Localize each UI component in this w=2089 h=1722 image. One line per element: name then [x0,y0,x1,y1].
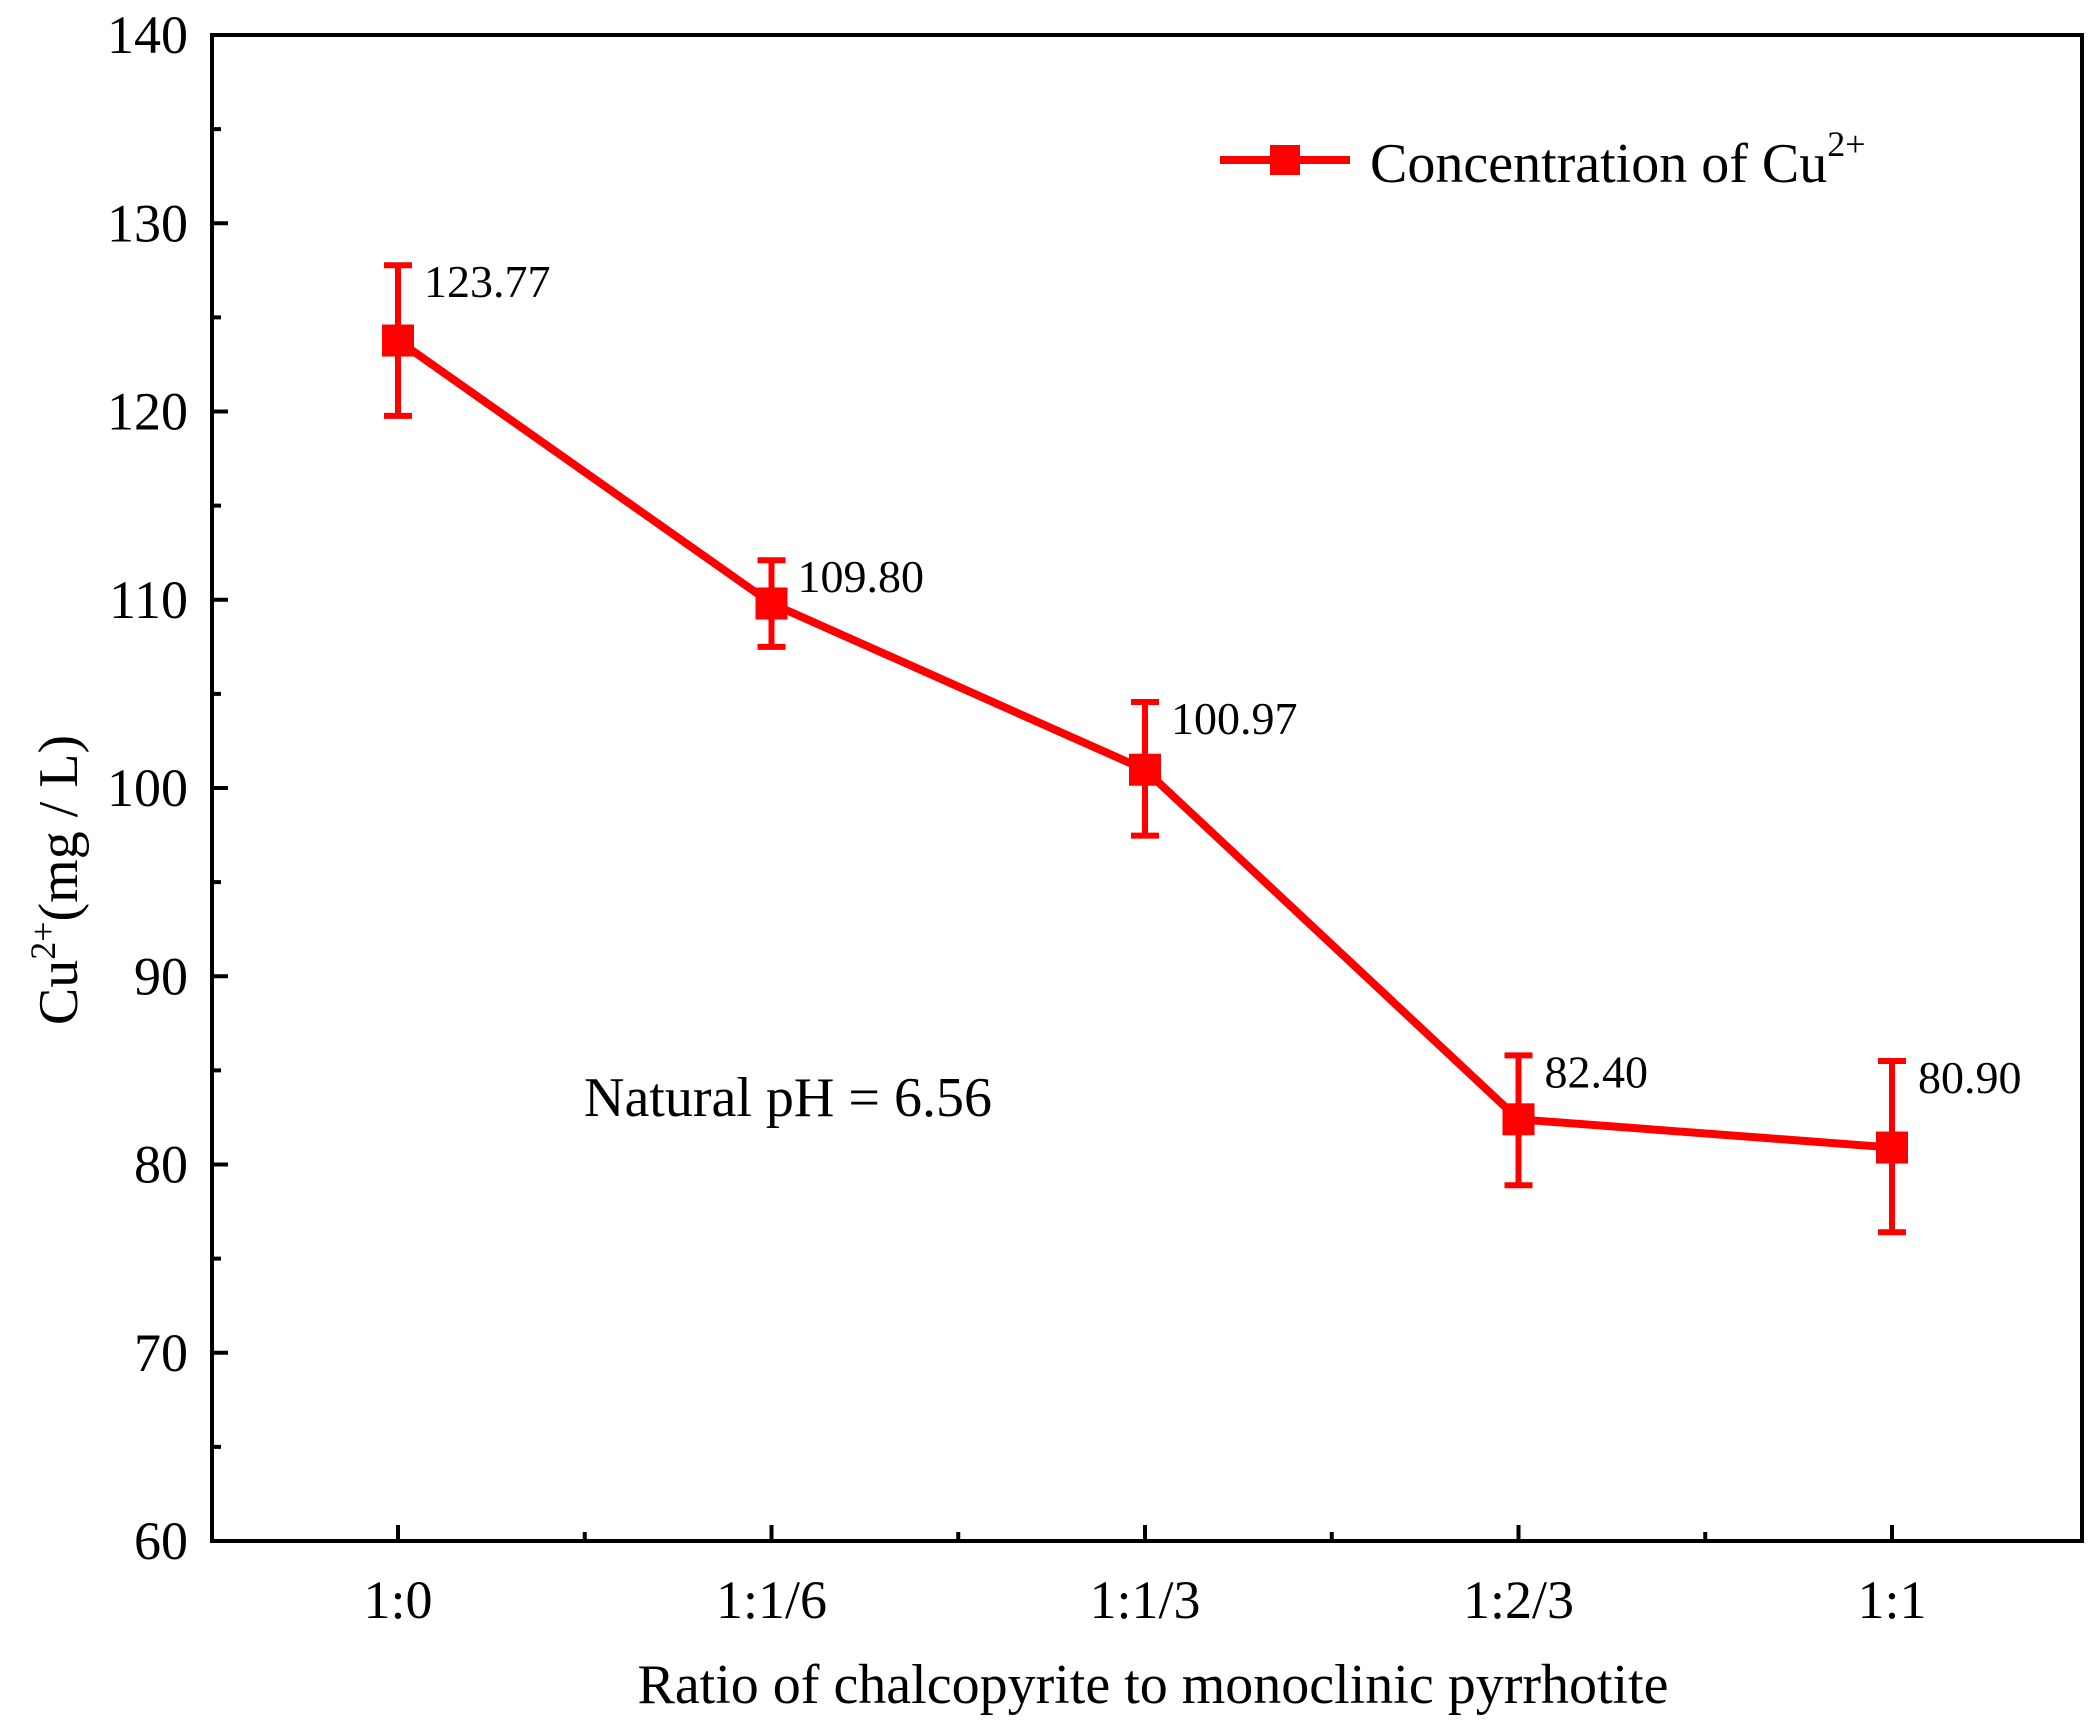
y-tick-label: 70 [134,1323,188,1383]
x-tick-label: 1:1/3 [1089,1570,1200,1630]
legend-marker-swatch [1270,145,1300,175]
data-point: 82.40 [1502,1046,1649,1189]
y-tick-label: 110 [109,570,188,630]
ticks: 60 70 80 90 100 110 120 130 140 1:0 1:1/6 1:1/3 1:2/… [107,5,1927,1630]
y-tick-label: 120 [107,382,188,442]
legend: Concentration of Cu2+ [1220,124,1866,195]
x-tick-label: 1:2/3 [1463,1570,1574,1630]
legend-label: Concentration of Cu2+ [1370,124,1866,195]
x-tick-label: 1:1/6 [716,1570,827,1630]
data-label: 100.97 [1171,693,1298,744]
ph-annotation: Natural pH = 6.56 [584,1067,992,1129]
y-tick-label: 130 [107,193,188,253]
y-tick-label: 60 [134,1511,188,1571]
data-marker [1502,1103,1535,1136]
data-marker [755,587,788,620]
x-tick-label: 1:1 [1857,1570,1926,1630]
y-axis-title-superscript: 2+ [23,921,63,959]
data-label: 109.80 [798,551,925,602]
data-point: 109.80 [755,551,925,650]
data-marker [1129,753,1161,786]
legend-label-main: Concentration of Cu [1370,133,1827,195]
data-label: 123.77 [424,256,551,307]
data-point: 100.97 [1129,693,1298,839]
y-tick-label: 90 [134,946,188,1006]
y-axis-title-unit: (mg / L) [28,735,90,922]
y-axis-title: Cu2+(mg / L) [23,735,90,1025]
data-marker [1876,1131,1908,1164]
data-marker [382,324,414,357]
data-point: 80.90 [1876,1052,2022,1236]
x-axis-title: Ratio of chalcopyrite to monoclinic pyrr… [637,1654,1668,1716]
x-tick-label: 1:0 [363,1570,432,1630]
legend-label-superscript: 2+ [1827,124,1865,164]
data-label: 80.90 [1918,1052,2022,1103]
y-tick-label: 140 [107,5,188,65]
data-point: 123.77 [382,256,551,419]
data-label: 82.40 [1545,1046,1649,1097]
y-tick-label: 80 [134,1135,188,1195]
data-series: 123.77 109.80 100.97 82.40 80.90 [382,256,2022,1236]
y-axis-title-main: Cu [28,960,90,1025]
y-tick-label: 100 [107,758,188,818]
